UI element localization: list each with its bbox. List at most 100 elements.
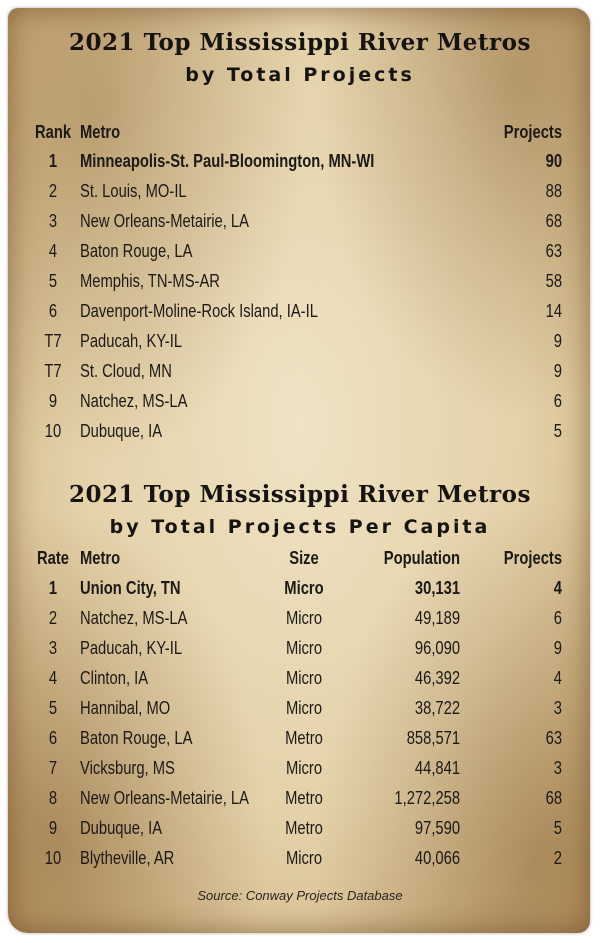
size-cell: Micro bbox=[285, 758, 323, 778]
projects-cell: 5 bbox=[553, 818, 562, 838]
rank-cell: 10 bbox=[44, 421, 62, 441]
size-cell: Micro bbox=[284, 578, 324, 598]
projects-cell: 68 bbox=[545, 788, 562, 808]
table-row: 6 Baton Rouge, LA Metro 858,571 63 bbox=[0, 723, 600, 753]
table-row: 2 Natchez, MS-LA Micro 49,189 6 bbox=[0, 603, 600, 633]
size-cell: Micro bbox=[285, 698, 323, 718]
metro-cell: St. Cloud, MN bbox=[80, 361, 172, 381]
aged-paper-background bbox=[8, 8, 590, 933]
table-row: 9 Natchez, MS-LA 6 bbox=[0, 386, 600, 416]
projects-cell: 3 bbox=[553, 758, 562, 778]
size-header: Size bbox=[289, 548, 319, 568]
metro-cell: Dubuque, IA bbox=[80, 818, 163, 838]
metro-cell: Natchez, MS-LA bbox=[80, 391, 188, 411]
rate-cell: 9 bbox=[48, 818, 58, 838]
table-row: 8 New Orleans-Metairie, LA Metro 1,272,2… bbox=[0, 783, 600, 813]
table-row: T7 Paducah, KY-IL 9 bbox=[0, 326, 600, 356]
rate-cell: 6 bbox=[48, 728, 58, 748]
projects-cell: 14 bbox=[545, 301, 562, 321]
population-cell: 46,392 bbox=[414, 668, 460, 688]
metro-cell: Hannibal, MO bbox=[80, 698, 171, 718]
population-cell: 1,272,258 bbox=[394, 788, 460, 808]
rate-cell: 4 bbox=[48, 668, 58, 688]
projects-cell: 9 bbox=[553, 638, 562, 658]
metro-cell: Paducah, KY-IL bbox=[80, 638, 183, 658]
size-cell: Metro bbox=[285, 818, 323, 838]
size-cell: Micro bbox=[285, 848, 323, 868]
size-cell: Micro bbox=[285, 638, 323, 658]
table1-header-row: Rank Metro Projects bbox=[0, 117, 600, 147]
table-row: 5 Hannibal, MO Micro 38,722 3 bbox=[0, 693, 600, 723]
metro-cell: Union City, TN bbox=[80, 578, 181, 598]
metro-cell: Clinton, IA bbox=[80, 668, 149, 688]
rank-cell: 4 bbox=[48, 241, 58, 261]
projects-cell: 5 bbox=[553, 421, 562, 441]
metro-cell: Baton Rouge, LA bbox=[80, 241, 193, 261]
table-row: 10 Blytheville, AR Micro 40,066 2 bbox=[0, 843, 600, 873]
population-header: Population bbox=[383, 548, 460, 568]
table-row: T7 St. Cloud, MN 9 bbox=[0, 356, 600, 386]
metro-cell: Blytheville, AR bbox=[80, 848, 175, 868]
rate-cell: 8 bbox=[48, 788, 58, 808]
table-row: 1 Minneapolis-St. Paul-Bloomington, MN-W… bbox=[0, 146, 600, 176]
metro-cell: Memphis, TN-MS-AR bbox=[80, 271, 220, 291]
rate-cell: 10 bbox=[44, 848, 62, 868]
metro-cell: Minneapolis-St. Paul-Bloomington, MN-WI bbox=[80, 151, 375, 171]
rate-cell: 3 bbox=[48, 638, 58, 658]
size-cell: Micro bbox=[285, 608, 323, 628]
table-row: 10 Dubuque, IA 5 bbox=[0, 416, 600, 446]
size-cell: Metro bbox=[285, 788, 323, 808]
size-cell: Micro bbox=[285, 668, 323, 688]
rank-cell: T7 bbox=[44, 361, 62, 381]
metro-cell: New Orleans-Metairie, LA bbox=[80, 211, 249, 231]
projects-cell: 9 bbox=[553, 361, 562, 381]
table-row: 3 New Orleans-Metairie, LA 68 bbox=[0, 206, 600, 236]
metro-cell: Vicksburg, MS bbox=[80, 758, 175, 778]
table2-header-row: Rate Metro Size Population Projects bbox=[0, 543, 600, 573]
metro-cell: Dubuque, IA bbox=[80, 421, 163, 441]
table-row: 6 Davenport-Moline-Rock Island, IA-IL 14 bbox=[0, 296, 600, 326]
projects-cell: 63 bbox=[545, 728, 562, 748]
projects-cell: 90 bbox=[545, 151, 562, 171]
table2-subtitle: by Total Projects Per Capita bbox=[109, 516, 491, 538]
population-cell: 97,590 bbox=[414, 818, 460, 838]
rate-cell: 5 bbox=[48, 698, 58, 718]
projects-cell: 88 bbox=[545, 181, 562, 201]
projects-cell: 3 bbox=[553, 698, 562, 718]
population-cell: 96,090 bbox=[414, 638, 460, 658]
table-row: 7 Vicksburg, MS Micro 44,841 3 bbox=[0, 753, 600, 783]
rank-cell: 2 bbox=[48, 181, 58, 201]
rank-cell: 5 bbox=[48, 271, 58, 291]
table-row: 1 Union City, TN Micro 30,131 4 bbox=[0, 573, 600, 603]
metro-cell: Paducah, KY-IL bbox=[80, 331, 183, 351]
rate-cell: 7 bbox=[48, 758, 58, 778]
table-row: 2 St. Louis, MO-IL 88 bbox=[0, 176, 600, 206]
rank-cell: 6 bbox=[48, 301, 58, 321]
metro-cell: Davenport-Moline-Rock Island, IA-IL bbox=[80, 301, 318, 321]
metro-header: Metro bbox=[80, 548, 121, 568]
projects-header: Projects bbox=[503, 122, 562, 142]
projects-cell: 58 bbox=[545, 271, 562, 291]
population-cell: 30,131 bbox=[414, 578, 460, 598]
source-note: Source: Conway Projects Database bbox=[197, 888, 403, 903]
table-row: 3 Paducah, KY-IL Micro 96,090 9 bbox=[0, 633, 600, 663]
table-row: 9 Dubuque, IA Metro 97,590 5 bbox=[0, 813, 600, 843]
projects-header: Projects bbox=[503, 548, 562, 568]
projects-cell: 4 bbox=[553, 668, 562, 688]
rate-header: Rate bbox=[36, 548, 69, 568]
rank-header: Rank bbox=[34, 122, 72, 142]
rank-cell: T7 bbox=[44, 331, 62, 351]
population-cell: 49,189 bbox=[414, 608, 460, 628]
metro-header: Metro bbox=[80, 122, 121, 142]
metro-cell: St. Louis, MO-IL bbox=[80, 181, 187, 201]
projects-cell: 2 bbox=[553, 848, 562, 868]
table-row: 4 Baton Rouge, LA 63 bbox=[0, 236, 600, 266]
table2-title: 2021 Top Mississippi River Metros bbox=[69, 481, 531, 508]
metro-cell: Baton Rouge, LA bbox=[80, 728, 193, 748]
size-cell: Metro bbox=[285, 728, 323, 748]
rank-cell: 9 bbox=[48, 391, 58, 411]
projects-cell: 6 bbox=[553, 608, 562, 628]
population-cell: 40,066 bbox=[414, 848, 460, 868]
table1-title: 2021 Top Mississippi River Metros bbox=[69, 29, 531, 56]
population-cell: 38,722 bbox=[414, 698, 460, 718]
